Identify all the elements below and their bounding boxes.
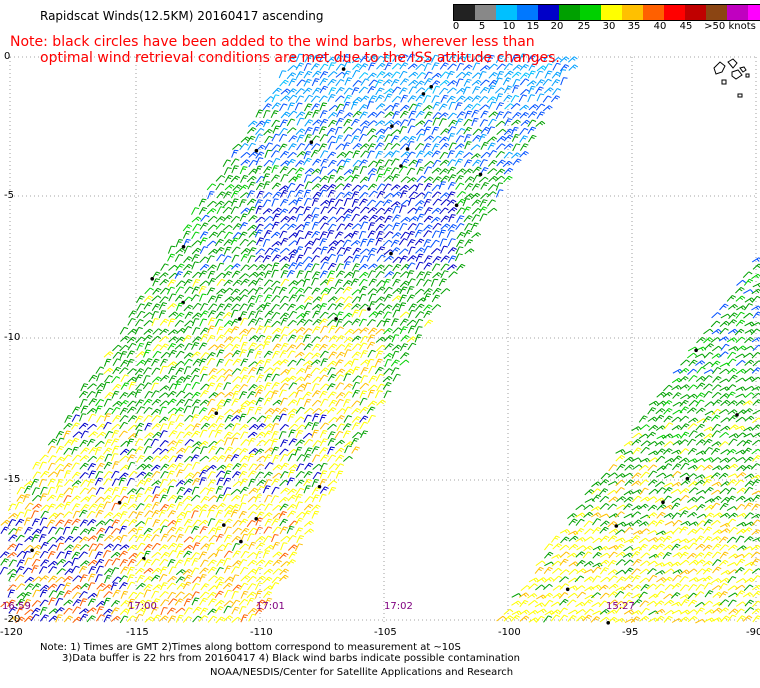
color-bar-swatch — [622, 5, 643, 20]
color-bar-swatch — [580, 5, 601, 20]
lon-label: -90 — [746, 627, 760, 638]
time-label: 15:27 — [606, 601, 635, 612]
lon-label: -120 — [0, 627, 23, 638]
lon-label: -110 — [250, 627, 273, 638]
color-bar-label: 45 — [679, 21, 693, 32]
color-bar-swatch — [643, 5, 664, 20]
color-bar-swatch — [559, 5, 580, 20]
color-bar-label: 35 — [627, 21, 641, 32]
swath-west — [0, 53, 579, 624]
note-line-2: optimal wind retrieval conditions are me… — [40, 50, 560, 66]
lon-label: -100 — [498, 627, 521, 638]
color-bar-label: 10 — [502, 21, 516, 32]
swath-east — [496, 257, 760, 625]
color-bar-swatch — [727, 5, 748, 20]
color-bar-swatch — [748, 5, 760, 20]
lat-label: -10 — [4, 332, 21, 343]
lat-label: -20 — [4, 614, 21, 625]
note-line-1: Note: black circles have been added to t… — [10, 34, 535, 50]
time-label: 17:01 — [256, 601, 285, 612]
footer-credit: NOAA/NESDIS/Center for Satellite Applica… — [210, 667, 514, 678]
footer-note-2: 3)Data buffer is 22 hrs from 20160417 4)… — [62, 653, 520, 664]
color-bar-swatch — [685, 5, 706, 20]
map-title: Rapidscat Winds(12.5KM) 20160417 ascendi… — [40, 9, 324, 23]
color-bar-label: 30 — [602, 21, 616, 32]
color-bar-label: 40 — [653, 21, 667, 32]
color-bar-label: 5 — [478, 21, 486, 32]
color-bar-label: 25 — [577, 21, 591, 32]
lat-label: -15 — [4, 474, 21, 485]
color-bar-label: 20 — [550, 21, 564, 32]
lat-label: -5 — [4, 190, 14, 201]
color-bar-swatch — [475, 5, 496, 20]
color-bar-swatch — [517, 5, 538, 20]
color-bar-swatch — [454, 5, 475, 20]
color-bar-label: 15 — [526, 21, 540, 32]
lon-label: -95 — [622, 627, 639, 638]
color-bar-swatch — [706, 5, 727, 20]
footer-note-1: Note: 1) Times are GMT 2)Times along bot… — [40, 642, 461, 653]
color-bar — [453, 4, 760, 21]
lon-label: -115 — [126, 627, 149, 638]
color-bar-label: 0 — [452, 21, 460, 32]
lat-label: 0 — [4, 51, 11, 62]
color-bar-swatch — [601, 5, 622, 20]
lon-label: -105 — [374, 627, 397, 638]
color-bar-label: >50 knots — [704, 21, 756, 32]
color-bar-swatch — [664, 5, 685, 20]
time-label: 17:00 — [128, 601, 157, 612]
color-bar-swatch — [538, 5, 559, 20]
color-bar-swatch — [496, 5, 517, 20]
galapagos-islands — [713, 58, 750, 98]
time-label: 16:59 — [2, 601, 31, 612]
time-label: 17:02 — [384, 601, 413, 612]
